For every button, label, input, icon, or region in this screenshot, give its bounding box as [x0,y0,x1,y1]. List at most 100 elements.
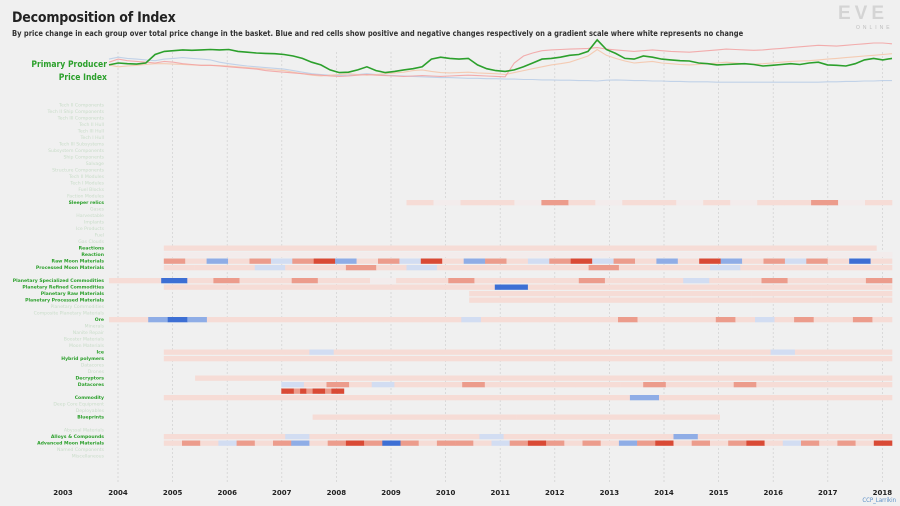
heatmap-cell [285,317,306,323]
heatmap-cell [746,252,820,258]
heatmap-cell [422,278,449,284]
heatmap-cell [345,440,365,446]
heatmap-cell [527,349,553,355]
heatmap-cell [520,317,540,323]
heatmap-cell [649,349,674,355]
heatmap-cell [711,382,734,388]
heatmap-cell [163,349,189,355]
heatmap-cell [856,297,893,303]
heatmap-cell [484,382,508,388]
heatmap-cell [420,258,443,264]
heatmap-cell [260,349,286,355]
heatmap-cell [858,284,893,290]
heatmap-cell [673,440,692,446]
heatmap-cell [163,258,186,264]
heatmap-cell [552,349,577,355]
heatmap-row-label: Composite Planetary Materials [34,311,105,317]
heatmap-cell [479,349,504,355]
x-tick-label: 2010 [436,489,456,497]
heatmap-cell [291,440,310,446]
heatmap-cell [236,252,310,258]
heatmap-cell [396,395,427,401]
heatmap-cell [285,434,310,440]
heatmap-cell [441,317,462,323]
heatmap-cell [394,382,418,388]
heatmap-cell [362,284,396,290]
heatmap-cell [206,258,229,264]
x-tick-label: 2015 [709,489,729,497]
heatmap-cell [148,317,169,323]
heatmap-cell [722,349,747,355]
heatmap-row-label: Ice [96,350,104,356]
heatmap-cell [735,278,762,284]
x-tick-label: 2014 [654,489,674,497]
heatmap-cell [163,245,224,251]
heatmap-cell [514,200,542,206]
heatmap-cell [163,356,210,362]
heatmap-cell [849,258,871,264]
heatmap-cell [460,245,521,251]
heatmap-cell [756,382,780,388]
heatmap-cell [685,414,720,420]
heatmap-row-label: Ore [95,317,104,323]
heatmap-cell [813,317,834,323]
heatmap-cell [819,434,844,440]
heatmap-row-label: Abyssal Materials [64,428,105,434]
heatmap-cell [163,395,194,401]
heatmap-cell [335,258,357,264]
heatmap-cell [236,349,262,355]
heatmap-cell [309,252,383,258]
heatmap-cell [819,440,838,446]
heatmap-cell [558,265,589,271]
heatmap-cell [380,414,415,420]
heatmap-row-label: Harvestable [76,213,104,219]
heatmap-cell [827,258,850,264]
heatmap-cell [673,252,747,258]
heatmap-cell [710,356,756,362]
heatmap-cell [656,258,679,264]
heatmap-cell [161,278,188,284]
heatmap-cell [526,278,553,284]
heatmap-cell [728,440,747,446]
heatmap-cell [588,265,620,271]
heatmap-cell [573,356,620,362]
heatmap-row-label: Tech II Modules [68,174,105,180]
heatmap-cell [333,349,359,355]
heatmap-cell [561,284,595,290]
heatmap-cell [696,317,717,323]
heatmap-row-label: Moon Materials [69,343,105,349]
heatmap-cell [680,297,717,303]
heatmap-cell [343,317,364,323]
heatmap-cell [568,200,596,206]
heatmap-cell [213,278,240,284]
heatmap-cell [282,245,343,251]
heatmap-cell [801,356,847,362]
x-tick-label: 2016 [763,489,783,497]
heatmap-cell [838,200,866,206]
heatmap-row-label: Salvage [86,161,104,167]
heatmap-cell [484,395,514,401]
heatmap-cell [212,434,237,440]
x-tick-label: 2009 [381,489,401,497]
heatmap-cell [192,395,223,401]
heatmap-cell [109,317,129,323]
heatmap-cell [600,395,631,401]
heatmap-cell [618,414,653,420]
heatmap-cell [436,440,456,446]
heatmap-row-label: Blueprints [77,415,104,421]
heatmap-cell [855,440,875,446]
heatmap-cell [467,265,498,271]
heatmap-cell [735,317,756,323]
heatmap-cell [833,395,864,401]
heatmap-row-label: Reaction [81,252,104,258]
heatmap-cell [337,388,345,394]
heatmap-cell [582,440,601,446]
heatmap-cell [610,297,646,303]
heatmap-cell [637,317,658,323]
heatmap-row-label: Gases [90,207,105,213]
heatmap-cell [527,440,547,446]
heatmap-cell [542,395,572,401]
heatmap-cell [629,395,660,401]
heatmap-cell [574,297,611,303]
heatmap-cell [433,200,461,206]
